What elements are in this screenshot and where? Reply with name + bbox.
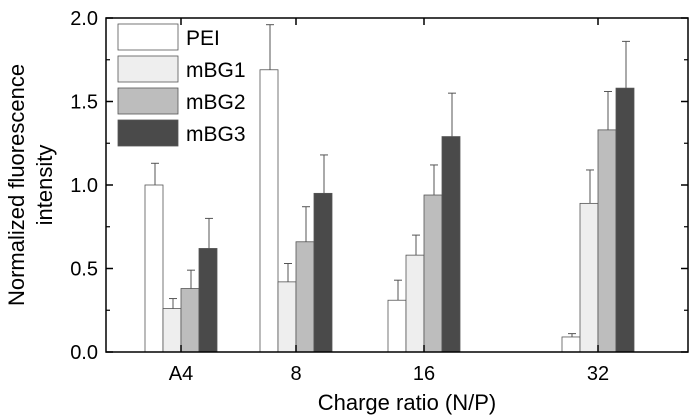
error-bars-layer <box>151 24 630 337</box>
y-tick-label: 2.0 <box>70 8 98 30</box>
bar-mbg1-8 <box>277 281 297 353</box>
x-tick-label: 8 <box>290 363 301 385</box>
bar-mbg2-8 <box>295 241 315 353</box>
error-bar-mbg1-8 <box>284 262 292 282</box>
y-axis-title-line: Normalized fluorescence <box>4 64 29 306</box>
bar-mbg1-32 <box>579 202 599 353</box>
x-axis-title: Charge ratio (N/P) <box>318 390 497 415</box>
legend: PEI mBG1 mBG2 mBG3 <box>117 23 246 147</box>
error-bar-pei-8 <box>266 24 274 70</box>
y-tick-label: 1.0 <box>70 175 98 197</box>
error-bar-pei-32 <box>568 333 576 337</box>
error-bar-mbg2-32 <box>604 90 612 130</box>
legend-swatch <box>117 55 179 83</box>
bar-pei-16 <box>387 299 407 353</box>
x-tick-label: 32 <box>587 363 609 385</box>
x-axis: A4 8 16 32 <box>169 18 609 385</box>
bar-mbg2-a4 <box>180 288 200 353</box>
y-tick-label: 0.0 <box>70 342 98 364</box>
y-tick-label: 0.5 <box>70 259 98 281</box>
error-bar-mbg2-a4 <box>187 269 195 289</box>
legend-item-mbg1: mBG1 <box>117 55 246 83</box>
legend-item-mbg2: mBG2 <box>117 87 246 115</box>
error-bar-pei-16 <box>394 279 402 301</box>
error-bar-pei-a4 <box>151 162 159 185</box>
legend-swatch <box>117 119 179 147</box>
error-bar-mbg3-16 <box>448 92 456 137</box>
legend-label: mBG2 <box>186 91 246 114</box>
y-axis-title-line: intensity <box>32 145 57 226</box>
legend-item-mbg3: mBG3 <box>117 119 246 147</box>
legend-label: PEI <box>186 27 220 50</box>
bar-mbg3-8 <box>313 192 333 353</box>
error-bar-mbg3-8 <box>320 154 328 194</box>
x-tick-label: 16 <box>413 363 435 385</box>
bar-mbg1-16 <box>405 254 425 353</box>
error-bar-mbg2-8 <box>302 206 310 242</box>
error-bar-mbg1-16 <box>412 234 420 256</box>
bar-mbg3-16 <box>441 136 461 353</box>
bars-layer <box>144 69 635 353</box>
error-bar-mbg1-32 <box>586 169 594 204</box>
bar-mbg3-32 <box>615 87 635 353</box>
legend-label: mBG3 <box>186 123 246 146</box>
error-bar-mbg3-a4 <box>205 217 213 249</box>
error-bar-mbg2-16 <box>430 164 438 196</box>
bar-mbg1-a4 <box>162 308 182 353</box>
legend-label: mBG1 <box>186 59 246 82</box>
bar-pei-8 <box>259 69 279 353</box>
error-bar-mbg3-32 <box>622 40 630 89</box>
legend-swatch <box>117 87 179 115</box>
bar-mbg2-16 <box>423 194 443 353</box>
legend-swatch <box>117 23 179 51</box>
y-axis: 0.0 0.5 1.0 1.5 2.0 <box>70 8 688 364</box>
x-tick-label: A4 <box>169 363 193 385</box>
y-tick-label: 1.5 <box>70 92 98 114</box>
bar-mbg2-32 <box>597 129 617 353</box>
y-axis-title: Normalized fluorescence intensity <box>4 64 57 306</box>
error-bar-mbg1-a4 <box>169 298 177 309</box>
bar-mbg3-a4 <box>198 248 218 353</box>
bar-pei-a4 <box>144 184 164 353</box>
bar-pei-32 <box>561 336 581 353</box>
legend-item-pei: PEI <box>117 23 220 51</box>
